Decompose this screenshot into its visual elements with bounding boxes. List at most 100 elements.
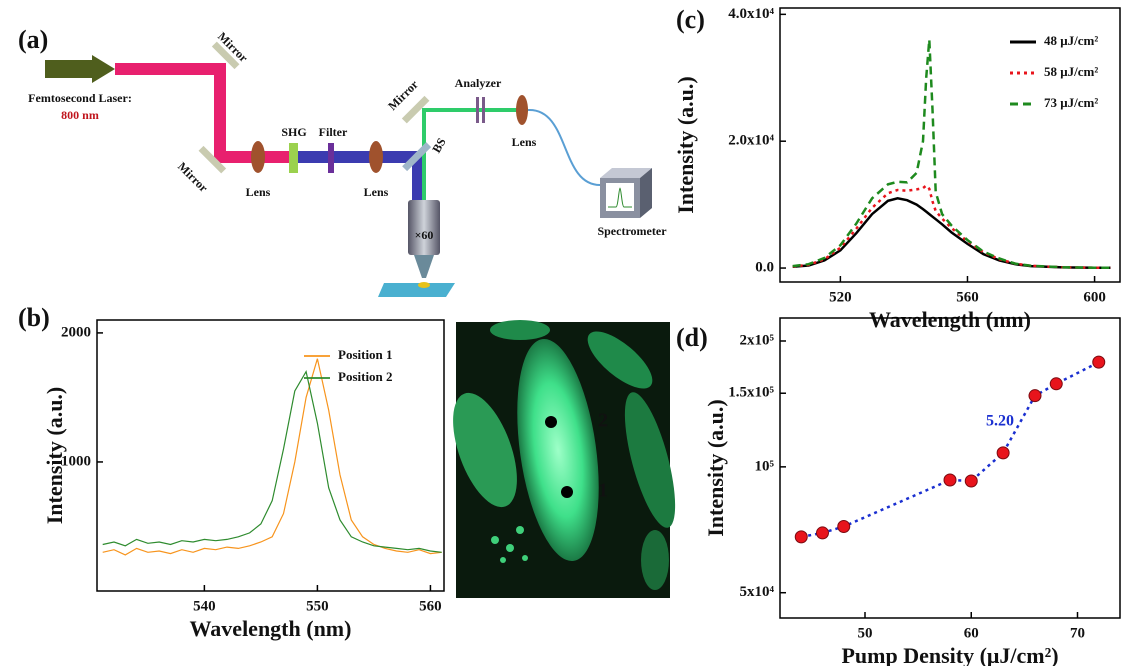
crystal	[490, 320, 550, 340]
point	[1049, 377, 1063, 391]
objective	[408, 200, 440, 255]
point	[964, 474, 978, 488]
spectrometer-top	[600, 168, 652, 178]
series-line	[792, 183, 1111, 269]
x-tick-label: 540	[193, 598, 216, 614]
beam-400	[290, 151, 424, 205]
x-axis-title: Wavelength (nm)	[869, 307, 1031, 332]
label: BS	[429, 135, 449, 155]
label: Spectrometer	[597, 224, 667, 238]
point	[943, 473, 957, 487]
label: ×60	[415, 228, 434, 242]
x-tick-label: 50	[858, 625, 873, 641]
x-axis-title: Pump Density (μJ/cm²)	[841, 643, 1058, 666]
dot	[506, 544, 514, 552]
beam-emission	[422, 108, 528, 205]
point	[794, 530, 808, 544]
crystal	[641, 530, 669, 590]
spectrometer-side	[640, 168, 652, 218]
y-axis-title: Intensity (a.u.)	[42, 387, 67, 525]
mirror	[211, 41, 240, 70]
y-tick-label: 10⁵	[755, 458, 775, 474]
lens	[516, 95, 528, 125]
beam-splitter	[402, 142, 432, 172]
y-tick-label: 0.0	[755, 259, 774, 275]
x-tick-label: 560	[956, 289, 979, 305]
position-label: 2	[598, 410, 608, 432]
objective-tip	[414, 255, 434, 278]
point	[1028, 389, 1042, 403]
y-axis-title: Intensity (a.u.)	[703, 399, 728, 537]
fiber	[527, 108, 601, 186]
label: 800 nm	[61, 108, 99, 122]
filter	[328, 143, 334, 173]
legend-label: 48 μJ/cm²	[1044, 33, 1098, 48]
plot-frame	[779, 317, 1121, 619]
label: Analyzer	[455, 76, 502, 90]
crystal	[453, 392, 517, 508]
position-label: 1	[598, 480, 608, 502]
panel-label: (c)	[676, 5, 705, 34]
x-tick-label: 560	[419, 598, 442, 614]
annotation: 5.20	[986, 413, 1014, 430]
label: Filter	[319, 125, 348, 139]
wire	[517, 338, 599, 562]
label: Femtosecond Laser:	[28, 91, 132, 105]
y-tick-label: 4.0x10⁴	[728, 6, 774, 22]
crystal	[624, 392, 676, 528]
series-line	[792, 39, 1111, 269]
panel-label: (a)	[18, 25, 48, 54]
dot	[522, 555, 528, 561]
label: Lens	[364, 185, 389, 199]
dot	[491, 536, 499, 544]
legend-label: Position 2	[338, 369, 393, 384]
setup-diagram: Femtosecond Laser: 800 nm Mirror Mirror …	[28, 29, 667, 297]
series-line	[102, 358, 442, 556]
laser-arrow	[45, 55, 115, 83]
fit-line	[801, 361, 1100, 539]
x-tick-label: 60	[964, 625, 979, 641]
y-tick-label: 2.0x10⁴	[728, 133, 774, 149]
plot-frame	[96, 319, 445, 592]
spectrum-icon	[608, 187, 632, 208]
lens	[369, 141, 383, 173]
beam-800	[115, 63, 290, 163]
point	[1092, 355, 1106, 369]
dot	[500, 557, 506, 563]
y-tick-label: 1000	[61, 453, 91, 469]
panel-label: (b)	[18, 303, 50, 332]
mirror	[401, 95, 430, 124]
series-line	[102, 369, 442, 553]
label: Mirror	[175, 159, 211, 195]
point	[837, 520, 851, 534]
x-tick-label: 550	[306, 598, 329, 614]
sample	[418, 282, 430, 288]
shg-crystal	[289, 143, 298, 173]
legend-label: 73 μJ/cm²	[1044, 95, 1098, 110]
legend-label: Position 1	[338, 347, 393, 362]
position-marker	[561, 486, 573, 498]
position-marker	[545, 416, 557, 428]
point	[816, 526, 829, 540]
analyzer	[482, 97, 485, 123]
x-tick-label: 70	[1070, 625, 1085, 641]
panel-label: (d)	[676, 323, 708, 352]
crystal	[587, 331, 653, 389]
micrograph: 1 2	[453, 320, 676, 598]
x-tick-label: 520	[829, 289, 852, 305]
mirror	[198, 145, 227, 174]
x-tick-label: 600	[1083, 289, 1106, 305]
y-tick-label: 1.5x10⁵	[728, 385, 774, 401]
series-line	[792, 197, 1111, 269]
plot-frame	[779, 7, 1121, 283]
dot	[516, 526, 524, 534]
lens	[251, 141, 265, 173]
y-tick-label: 2x10⁵	[740, 332, 775, 348]
label: Lens	[246, 185, 271, 199]
x-axis-title: Wavelength (nm)	[190, 616, 352, 641]
label: Lens	[512, 135, 537, 149]
analyzer	[476, 97, 479, 123]
sample-stage	[378, 283, 455, 297]
y-tick-label: 2000	[61, 324, 91, 340]
